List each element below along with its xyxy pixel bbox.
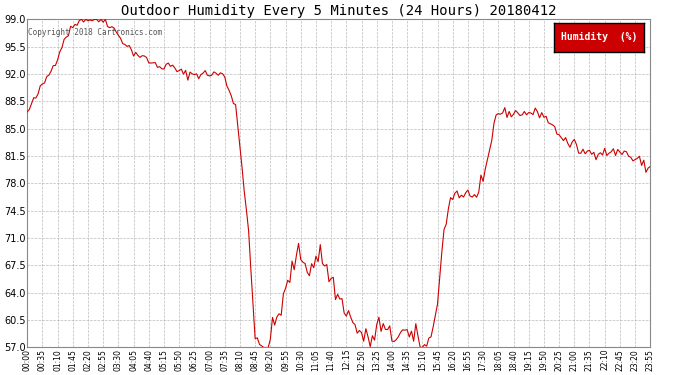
Text: Copyright 2018 Cartronics.com: Copyright 2018 Cartronics.com [28, 27, 163, 36]
Title: Outdoor Humidity Every 5 Minutes (24 Hours) 20180412: Outdoor Humidity Every 5 Minutes (24 Hou… [121, 4, 556, 18]
